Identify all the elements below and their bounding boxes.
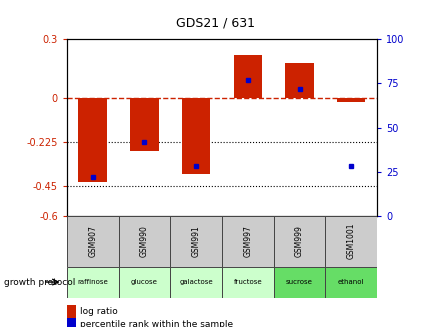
Bar [285,63,313,98]
Text: log ratio: log ratio [80,307,117,316]
FancyBboxPatch shape [67,216,118,267]
Text: galactose: galactose [179,279,212,285]
Text: ethanol: ethanol [337,279,364,285]
Text: GSM990: GSM990 [140,225,148,257]
FancyBboxPatch shape [273,267,325,298]
Text: GSM1001: GSM1001 [346,223,355,259]
Bar [233,55,261,98]
Bar [181,98,210,174]
Text: GSM907: GSM907 [88,225,97,257]
FancyBboxPatch shape [67,267,118,298]
FancyBboxPatch shape [118,216,170,267]
Text: GSM999: GSM999 [295,225,303,257]
Text: glucose: glucose [131,279,157,285]
Text: fructose: fructose [233,279,261,285]
FancyBboxPatch shape [118,267,170,298]
Bar [336,98,365,102]
Bar [130,98,158,151]
FancyBboxPatch shape [221,216,273,267]
Text: GSM997: GSM997 [243,225,252,257]
FancyBboxPatch shape [170,216,221,267]
Text: GSM991: GSM991 [191,225,200,257]
Text: sucrose: sucrose [286,279,312,285]
FancyBboxPatch shape [170,267,221,298]
Text: percentile rank within the sample: percentile rank within the sample [80,320,232,327]
Text: GDS21 / 631: GDS21 / 631 [175,16,255,29]
FancyBboxPatch shape [221,267,273,298]
FancyBboxPatch shape [325,216,376,267]
Text: raffinose: raffinose [77,279,108,285]
Text: growth protocol: growth protocol [4,278,76,286]
FancyBboxPatch shape [325,267,376,298]
FancyBboxPatch shape [273,216,325,267]
Bar [78,98,107,182]
